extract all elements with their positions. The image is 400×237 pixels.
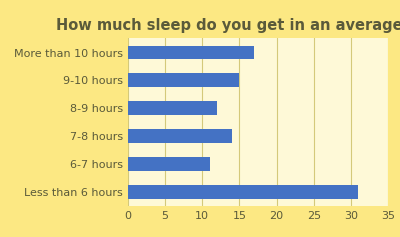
Bar <box>128 101 217 115</box>
Title: How much sleep do you get in an average night?: How much sleep do you get in an average … <box>56 18 400 32</box>
Bar <box>128 46 254 59</box>
Bar <box>128 157 210 171</box>
Bar <box>128 73 240 87</box>
Bar <box>128 129 232 143</box>
Bar <box>128 185 358 199</box>
